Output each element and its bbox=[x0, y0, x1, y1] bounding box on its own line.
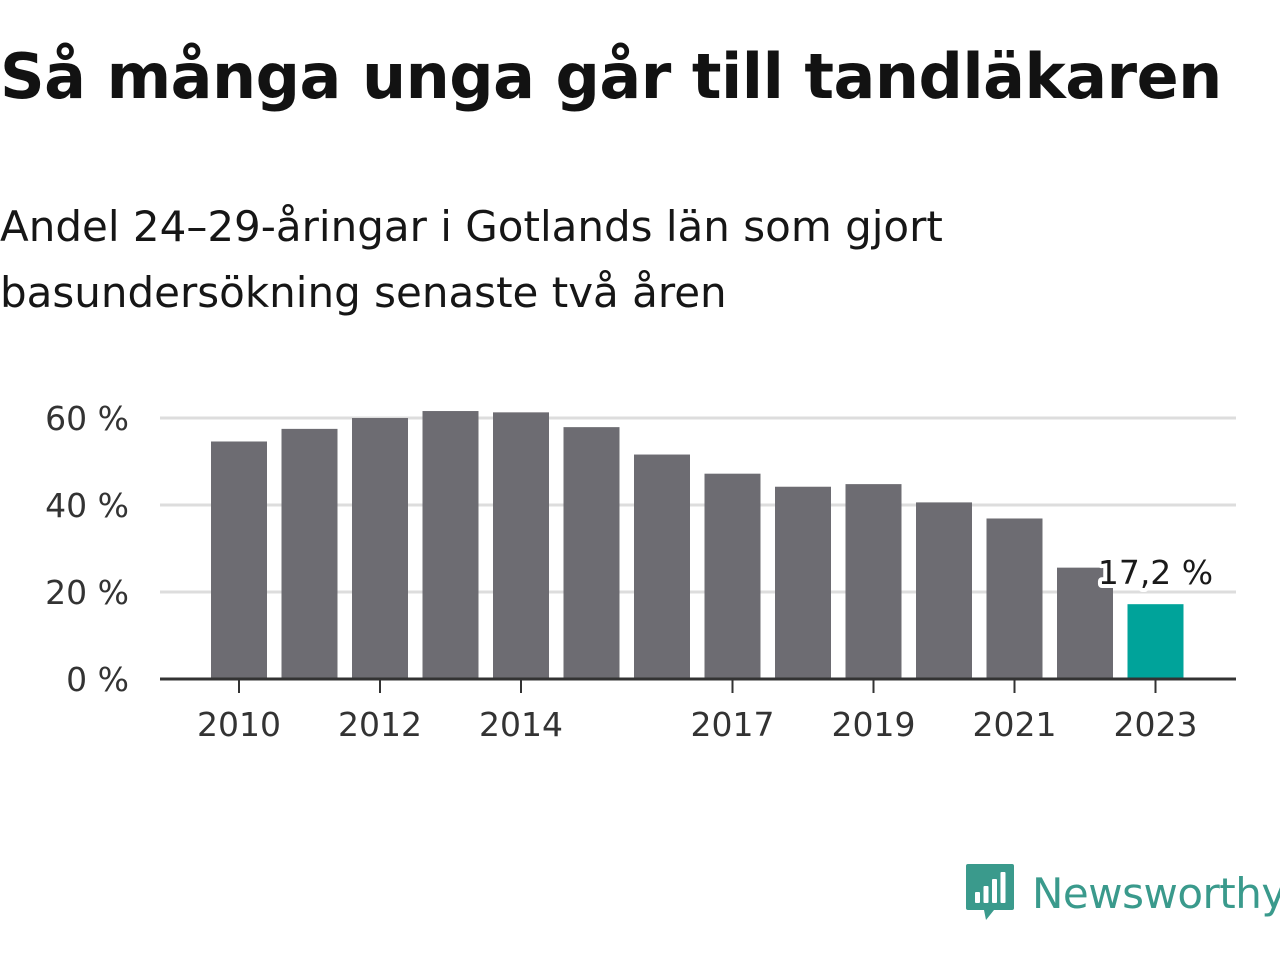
bar-2015 bbox=[563, 427, 620, 679]
bar-2014 bbox=[493, 412, 549, 679]
x-tick-label: 2017 bbox=[691, 705, 775, 744]
bar-2016 bbox=[634, 454, 690, 679]
bar-chart: 0 % 20 % 40 % 60 % 2010 2012 2014 2017 2019 2021… bbox=[45, 399, 1236, 744]
y-tick-label: 20 % bbox=[45, 573, 129, 612]
chart-subtitle: Andel 24–29-åringar i Gotlands län som g… bbox=[0, 202, 943, 317]
brand-logo: Newsworthy bbox=[964, 862, 1280, 924]
x-tick-label: 2014 bbox=[479, 705, 563, 744]
x-tick-label: 2010 bbox=[197, 705, 281, 744]
annotations: 17,2 % bbox=[1094, 549, 1217, 596]
bar-2022 bbox=[1057, 567, 1113, 679]
gridlines bbox=[160, 416, 1236, 594]
bar-2011 bbox=[281, 428, 338, 679]
bar-2012 bbox=[352, 418, 408, 679]
bar-2019 bbox=[845, 484, 902, 679]
chart-title: Så många unga går till tandläkaren bbox=[0, 40, 1222, 113]
bars bbox=[211, 411, 1184, 679]
x-tick-label: 2021 bbox=[973, 705, 1057, 744]
bar-2017 bbox=[704, 473, 761, 679]
x-axis: 2010 2012 2014 2017 2019 2021 2023 bbox=[160, 677, 1236, 744]
data-label-2023: 17,2 % bbox=[1098, 553, 1213, 592]
brand-name: Newsworthy bbox=[1032, 868, 1280, 918]
x-tick-label: 2012 bbox=[338, 705, 422, 744]
x-tick-label: 2019 bbox=[832, 705, 916, 744]
bar-2020 bbox=[916, 502, 972, 679]
y-tick-label: 40 % bbox=[45, 486, 129, 525]
y-tick-label: 60 % bbox=[45, 399, 129, 438]
bar-2013 bbox=[422, 411, 479, 679]
y-axis-labels: 0 % 20 % 40 % 60 % bbox=[45, 399, 129, 699]
y-tick-label: 0 % bbox=[66, 660, 129, 699]
bar-2023 bbox=[1127, 604, 1184, 679]
bar-2021 bbox=[986, 518, 1043, 679]
newsworthy-bar-chart-icon bbox=[966, 864, 1014, 920]
x-tick-label: 2023 bbox=[1114, 705, 1198, 744]
bar-2010 bbox=[211, 441, 267, 679]
bar-2018 bbox=[775, 486, 831, 679]
